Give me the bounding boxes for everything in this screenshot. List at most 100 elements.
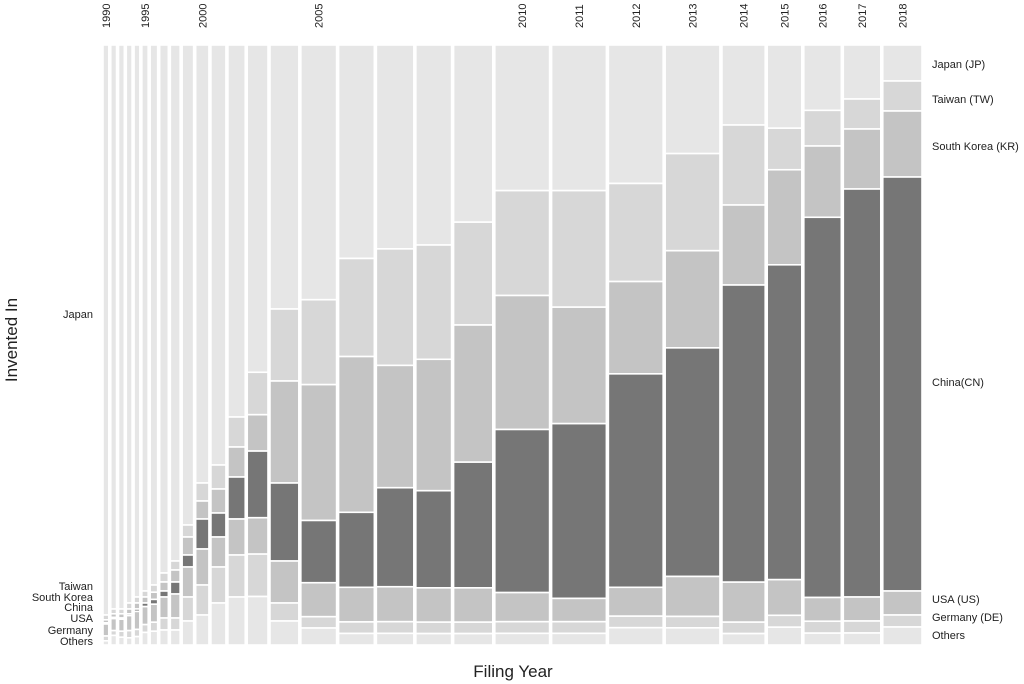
segment-usa-1993 <box>125 614 133 632</box>
segment-germany-2002 <box>227 554 247 598</box>
segment-others-1995 <box>141 631 149 646</box>
x-axis-title: Filing Year <box>473 662 553 681</box>
segment-taiwan-2015 <box>766 127 803 171</box>
segment-south-korea-2014 <box>721 204 767 286</box>
segment-japan-2015 <box>766 44 803 129</box>
segment-south-korea-2018 <box>881 110 923 178</box>
segment-others-2002 <box>227 596 247 646</box>
segment-usa-2009 <box>452 587 494 623</box>
segment-taiwan-1999 <box>181 524 195 538</box>
x-tick-label-2000: 2000 <box>197 4 209 28</box>
segment-others-1993 <box>125 636 133 646</box>
segment-germany-1995 <box>141 623 149 634</box>
segment-taiwan-1998 <box>169 560 181 571</box>
x-tick-label-2005: 2005 <box>314 4 326 28</box>
segment-germany-2006 <box>337 621 376 635</box>
segment-japan-1997 <box>158 44 170 574</box>
segment-japan-1991 <box>109 44 118 610</box>
segment-others-2001 <box>210 602 227 646</box>
segment-south-korea-2000 <box>194 500 210 520</box>
legend-label-6: Germany (DE) <box>932 612 1003 624</box>
segment-others-2005 <box>300 627 338 646</box>
segment-germany-2003 <box>246 553 269 598</box>
segment-germany-2017 <box>842 620 882 634</box>
segment-japan-1995 <box>141 44 149 592</box>
segment-usa-1992 <box>117 618 126 633</box>
legend-label-1: Japan (JP) <box>932 59 985 71</box>
segment-usa-1997 <box>158 596 170 619</box>
segment-japan-2000 <box>194 44 210 484</box>
segment-china-2009 <box>452 461 494 589</box>
x-tick-label-2010: 2010 <box>517 4 529 28</box>
segment-germany-2007 <box>375 620 415 635</box>
segment-others-2016 <box>803 632 843 646</box>
segment-china-2000 <box>194 518 210 550</box>
segment-japan-2007 <box>375 44 415 250</box>
x-tick-label-1990: 1990 <box>101 4 113 28</box>
segment-usa-1991 <box>109 617 118 632</box>
segment-taiwan-2003 <box>246 371 269 416</box>
segment-usa-1994 <box>133 610 141 631</box>
segment-taiwan-2004 <box>269 308 300 382</box>
segment-china-2007 <box>375 486 415 588</box>
x-tick-label-2015: 2015 <box>780 4 792 28</box>
segment-usa-2004 <box>269 560 300 604</box>
segment-south-korea-1999 <box>181 536 195 556</box>
left-label-usa: USA <box>70 613 93 625</box>
segment-south-korea-2010 <box>493 294 551 431</box>
segment-china-2014 <box>721 284 767 583</box>
segment-others-1992 <box>117 636 126 646</box>
segment-japan-2004 <box>269 44 300 310</box>
segment-south-korea-2001 <box>210 488 227 514</box>
x-tick-label-2018: 2018 <box>897 4 909 28</box>
segment-usa-2006 <box>337 586 376 623</box>
segment-taiwan-2010 <box>493 189 551 297</box>
segment-south-korea-1995 <box>141 596 149 604</box>
segment-germany-2014 <box>721 621 767 635</box>
segment-usa-2015 <box>766 578 803 617</box>
segment-taiwan-2005 <box>300 298 338 386</box>
segment-germany-2012 <box>607 615 664 629</box>
segment-others-2009 <box>452 632 494 646</box>
segment-usa-2011 <box>550 597 608 623</box>
segment-others-2006 <box>337 632 376 646</box>
segment-japan-2011 <box>550 44 608 192</box>
segment-usa-2008 <box>415 587 453 623</box>
segment-china-2001 <box>210 512 227 538</box>
segment-china-2011 <box>550 422 608 600</box>
left-label-japan: Japan <box>63 309 93 321</box>
segment-others-1991 <box>109 634 118 646</box>
segment-others-2007 <box>375 632 415 646</box>
segment-south-korea-2012 <box>607 280 664 375</box>
segment-germany-2001 <box>210 566 227 604</box>
segment-south-korea-2002 <box>227 446 247 478</box>
segment-others-2014 <box>721 632 767 646</box>
x-tick-label-2012: 2012 <box>631 4 643 28</box>
segment-south-korea-2016 <box>803 145 843 219</box>
segment-japan-2014 <box>721 44 767 126</box>
segment-japan-2002 <box>227 44 247 418</box>
segment-germany-2011 <box>550 620 608 635</box>
segment-taiwan-2018 <box>881 80 923 112</box>
segment-japan-2001 <box>210 44 227 466</box>
segment-others-2011 <box>550 632 608 646</box>
segment-germany-2013 <box>664 615 721 629</box>
segment-south-korea-2006 <box>337 355 376 514</box>
segment-taiwan-2006 <box>337 257 376 358</box>
segment-usa-1999 <box>181 566 195 598</box>
segment-taiwan-2017 <box>842 98 882 130</box>
segment-japan-2012 <box>607 44 664 185</box>
segment-taiwan-2012 <box>607 182 664 283</box>
segment-germany-2005 <box>300 615 338 629</box>
segment-taiwan-2016 <box>803 109 843 147</box>
segment-japan-1996 <box>149 44 159 586</box>
segment-south-korea-2008 <box>415 358 453 492</box>
segment-china-2002 <box>227 476 247 520</box>
segment-germany-2015 <box>766 614 803 628</box>
segment-usa-1995 <box>141 605 149 626</box>
segment-germany-2000 <box>194 584 210 616</box>
x-tick-label-1995: 1995 <box>140 4 152 28</box>
segment-south-korea-2015 <box>766 168 803 266</box>
segment-usa-1990 <box>102 623 110 637</box>
